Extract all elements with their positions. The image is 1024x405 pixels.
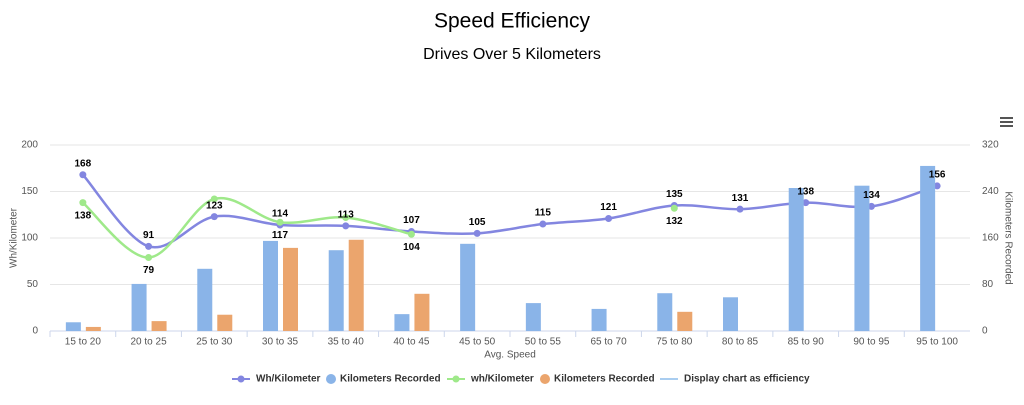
- point: [79, 199, 87, 207]
- y-tick-label: 50: [27, 279, 39, 290]
- point: [473, 229, 481, 237]
- bar: [263, 240, 278, 331]
- bar: [788, 188, 804, 331]
- x-tick-label: 50 to 55: [525, 337, 562, 348]
- data-label: 79: [143, 265, 155, 276]
- data-label: 131: [732, 193, 749, 204]
- legend-label: Display chart as efficiency: [684, 374, 810, 385]
- data-label: 135: [666, 189, 683, 200]
- x-tick-label: 45 to 50: [459, 337, 496, 348]
- data-label: 138: [797, 186, 814, 197]
- x-tick-label: 15 to 20: [65, 337, 102, 348]
- legend-label: Kilometers Recorded: [340, 374, 441, 385]
- point: [802, 199, 810, 207]
- bar: [65, 322, 81, 331]
- data-label: 123: [206, 200, 223, 211]
- bar: [131, 283, 147, 331]
- data-label: 115: [535, 208, 552, 219]
- point: [79, 171, 87, 179]
- point: [605, 214, 613, 222]
- y-axis-label: Wh/Kilometer: [9, 207, 20, 268]
- data-label: 121: [600, 202, 617, 213]
- y2-tick-label: 0: [982, 326, 988, 337]
- bar: [151, 321, 167, 331]
- data-label: 134: [863, 190, 880, 201]
- data-label: 117: [272, 230, 289, 241]
- bar: [394, 314, 410, 331]
- legend-symbol: [540, 374, 550, 384]
- point: [276, 218, 284, 226]
- legend-label: Wh/Kilometer: [256, 374, 321, 385]
- data-label: 91: [143, 230, 155, 241]
- point: [736, 205, 744, 213]
- x-tick-label: 95 to 100: [916, 337, 958, 348]
- legend-symbol: [326, 374, 336, 384]
- bar: [591, 308, 607, 331]
- x-tick-label: 75 to 80: [656, 337, 693, 348]
- point: [342, 214, 350, 222]
- bar: [414, 293, 430, 331]
- bar: [283, 247, 298, 331]
- y-tick-label: 200: [21, 140, 38, 151]
- y-tick-label: 150: [21, 186, 38, 197]
- legend-label: wh/Kilometer: [470, 374, 534, 385]
- bar: [328, 250, 344, 331]
- y2-tick-label: 320: [982, 140, 999, 151]
- point: [933, 182, 941, 190]
- y2-axis-label: Kilometers Recorded: [1002, 191, 1013, 284]
- bar: [657, 293, 673, 331]
- legend-label: Kilometers Recorded: [554, 374, 655, 385]
- chart-title: Speed Efficiency: [434, 10, 591, 33]
- point: [670, 204, 678, 212]
- x-tick-label: 85 to 90: [788, 337, 825, 348]
- point: [539, 220, 547, 228]
- data-label: 138: [75, 210, 92, 221]
- point: [145, 254, 153, 262]
- point: [342, 222, 350, 230]
- y-tick-label: 100: [21, 233, 38, 244]
- point: [867, 202, 875, 210]
- y2-tick-label: 160: [982, 233, 999, 244]
- x-tick-label: 25 to 30: [196, 337, 233, 348]
- legend-symbol: [237, 375, 245, 383]
- legend-symbol: [452, 375, 460, 383]
- menu-icon[interactable]: [1000, 117, 1013, 127]
- x-tick-label: 80 to 85: [722, 337, 759, 348]
- x-tick-label: 65 to 70: [590, 337, 627, 348]
- data-label: 168: [75, 158, 92, 169]
- bar: [677, 311, 693, 331]
- data-label: 107: [403, 215, 420, 226]
- point: [210, 195, 218, 203]
- x-axis-label: Avg. Speed: [484, 350, 536, 361]
- data-label: 114: [272, 209, 289, 220]
- x-tick-label: 90 to 95: [853, 337, 890, 348]
- point: [407, 230, 415, 238]
- x-tick-label: 30 to 35: [262, 337, 299, 348]
- x-tick-label: 40 to 45: [393, 337, 430, 348]
- bar: [197, 268, 213, 331]
- bar: [348, 239, 364, 331]
- data-label: 104: [403, 242, 420, 253]
- bar: [920, 165, 936, 331]
- data-label: 113: [338, 210, 355, 221]
- bar: [525, 303, 541, 331]
- x-tick-label: 35 to 40: [328, 337, 365, 348]
- y-tick-label: 0: [32, 326, 38, 337]
- x-tick-label: 20 to 25: [130, 337, 167, 348]
- bar: [854, 185, 870, 331]
- y2-tick-label: 240: [982, 186, 999, 197]
- data-label: 105: [469, 217, 486, 228]
- bar: [217, 314, 233, 331]
- chart-subtitle: Drives Over 5 Kilometers: [423, 46, 601, 63]
- bar: [85, 326, 101, 331]
- y2-tick-label: 80: [982, 279, 994, 290]
- point: [145, 242, 153, 250]
- point: [210, 213, 218, 221]
- data-label: 156: [929, 170, 946, 181]
- bar: [460, 243, 476, 331]
- data-label: 132: [666, 216, 683, 227]
- bar: [723, 297, 738, 331]
